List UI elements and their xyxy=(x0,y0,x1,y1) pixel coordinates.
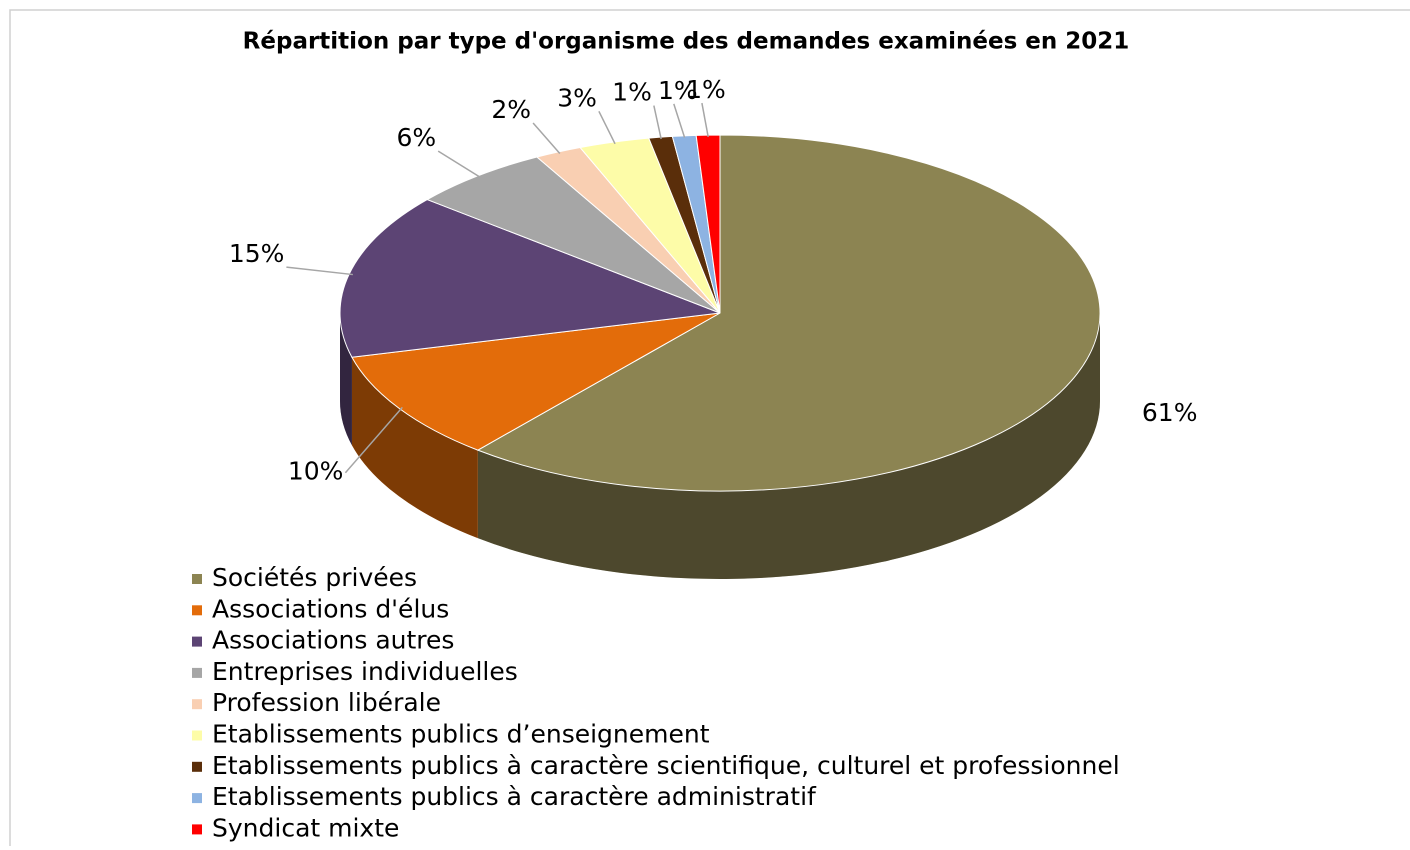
legend-label: Associations autres xyxy=(212,626,454,655)
slice-side xyxy=(340,313,352,446)
legend-swatch xyxy=(192,699,202,710)
legend-swatch xyxy=(192,636,202,647)
legend-swatch xyxy=(192,761,202,772)
slice xyxy=(351,312,721,451)
legend-swatch xyxy=(192,793,202,804)
slice-shade xyxy=(351,357,478,539)
slice xyxy=(476,134,1101,492)
slice-shade xyxy=(477,313,1100,579)
leader-line xyxy=(598,110,616,145)
leader-line xyxy=(344,406,403,474)
legend-swatch xyxy=(192,605,202,616)
legend-label: Profession libérale xyxy=(212,688,441,717)
leader-line xyxy=(437,150,481,178)
leader-line xyxy=(701,102,709,138)
leader-line xyxy=(286,266,353,276)
legend-label: Entreprises individuelles xyxy=(212,657,518,686)
legend-swatch xyxy=(192,730,202,741)
legend-label: Etablissements publics à caractère scien… xyxy=(212,751,1120,780)
legend-label: Etablissements publics à caractère admin… xyxy=(212,782,817,811)
leader-line xyxy=(532,122,561,155)
legend-swatch xyxy=(192,667,202,678)
data-label: 1% xyxy=(612,78,652,107)
data-label: 1% xyxy=(686,75,726,104)
data-label: 3% xyxy=(557,83,597,112)
legend-swatch xyxy=(192,824,202,835)
legend-label: Syndicat mixte xyxy=(212,813,399,842)
legend-label: Sociétés privées xyxy=(212,563,417,592)
chart-title: Répartition par type d'organisme des dem… xyxy=(243,29,1130,55)
data-label: 6% xyxy=(397,123,437,152)
data-label: 15% xyxy=(229,239,285,268)
data-label: 61% xyxy=(1142,398,1198,427)
legend-label: Associations d'élus xyxy=(212,594,449,623)
frame xyxy=(9,9,1410,846)
legend-swatch xyxy=(192,574,202,584)
data-label: 2% xyxy=(491,95,531,124)
leader-line xyxy=(673,103,686,138)
slice-side xyxy=(477,313,1100,579)
slice-shade xyxy=(340,313,352,446)
slice-side xyxy=(351,357,478,539)
leader-line xyxy=(653,105,662,140)
legend-label: Etablissements publics d’enseignement xyxy=(212,720,710,749)
data-label: 1% xyxy=(658,76,698,105)
data-label: 10% xyxy=(288,457,344,486)
